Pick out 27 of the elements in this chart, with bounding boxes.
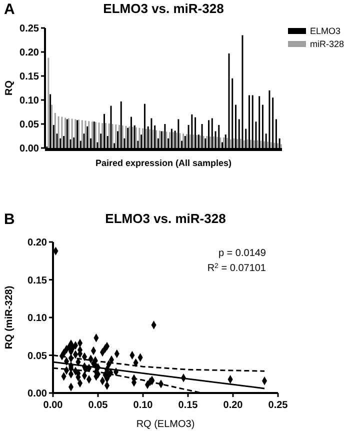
- chart-title: ELMO3 vs. miR-328: [103, 1, 224, 16]
- legend-label: ELMO3: [310, 26, 341, 36]
- annotation: p = 0.0149: [218, 248, 266, 259]
- chart-title: ELMO3 vs. miR-328: [105, 211, 226, 226]
- text: B: [4, 211, 15, 228]
- y-tick-label: 0.05: [20, 120, 40, 130]
- text: 0.20: [223, 400, 243, 411]
- text: 0.20: [20, 48, 39, 58]
- y-tick-label: 0.25: [20, 24, 40, 34]
- x-axis-title: Paired expression (All samples): [95, 158, 232, 168]
- legend-label: miR-328: [310, 39, 344, 49]
- text: 0.00: [20, 144, 39, 154]
- x-tick-label: 0.25: [268, 400, 288, 411]
- text: 0.00: [28, 388, 47, 400]
- text: 0.00: [43, 400, 63, 411]
- x-tick-label: 0.05: [88, 400, 108, 411]
- text: 0.10: [133, 400, 153, 411]
- text: 0.20: [28, 238, 47, 248]
- text: A: [4, 1, 15, 18]
- x-tick-label: 0.15: [178, 400, 198, 411]
- text: 0.10: [20, 96, 39, 106]
- y-axis-title: RQ (miR-328): [4, 286, 15, 350]
- annotation: R$^{2}$ = 0.07101: [207, 262, 266, 274]
- y-axis-title: RQ: [4, 80, 15, 96]
- text: 0.10: [28, 313, 47, 324]
- x-axis-title: RQ (ELMO3): [136, 419, 195, 430]
- y-tick-label: 0.15: [20, 72, 40, 82]
